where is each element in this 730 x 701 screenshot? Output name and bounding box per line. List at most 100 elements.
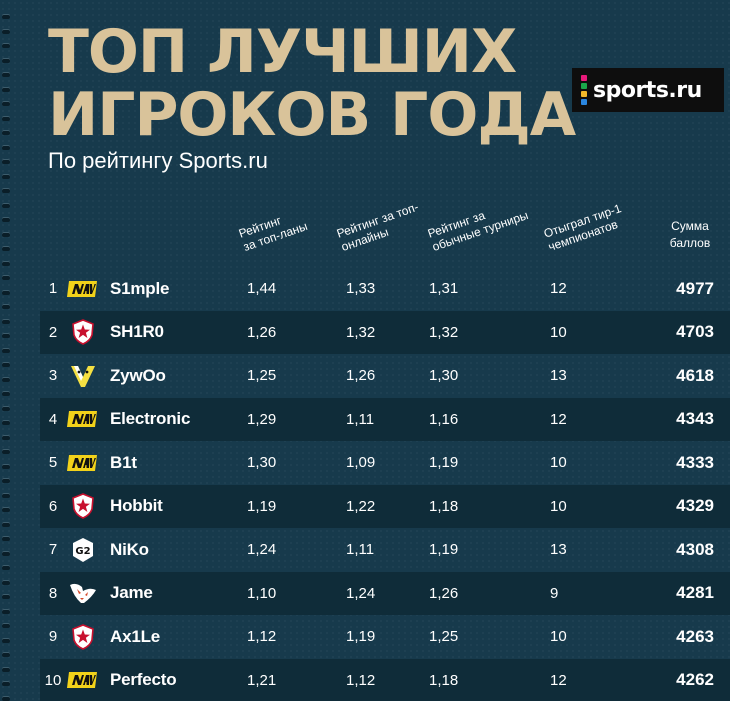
rating-top-online: 1,33: [346, 280, 376, 298]
tier1-played: 12: [550, 280, 567, 298]
tier1-played: 13: [550, 541, 567, 559]
table-row: 5 B1t 1,30 1,09 1,19 10 4333: [40, 441, 730, 485]
gambit-logo-icon: [67, 311, 99, 355]
tier1-played: 10: [550, 628, 567, 646]
rating-regular: 1,26: [429, 584, 459, 602]
table-row: 8 Jame 1,10 1,24 1,26 9 4281: [40, 571, 730, 616]
table-row: 7 G2 NiKo 1,24 1,11 1,19 13 4308: [40, 528, 730, 572]
total-points: 4618: [676, 365, 714, 385]
navi-logo-icon: [67, 441, 99, 485]
rating-top-lan: 1,25: [247, 367, 277, 385]
header-rating-top-lan: Рейтинг за топ-ланы: [236, 213, 310, 254]
header-rating-top-online: Рейтинг за топ- онлайны: [334, 199, 421, 254]
player-name: NiKo: [110, 539, 149, 559]
tier1-played: 10: [550, 497, 567, 515]
rank: 10: [44, 671, 62, 689]
table-row: 4 Electronic 1,29 1,11 1,16 12 4343: [40, 397, 730, 442]
rating-regular: 1,19: [429, 454, 459, 472]
rating-top-lan: 1,30: [247, 454, 277, 472]
rating-regular: 1,16: [429, 410, 459, 428]
rating-top-online: 1,11: [346, 541, 375, 559]
total-points: 4977: [676, 278, 714, 298]
player-name: S1mple: [110, 278, 170, 298]
title-line-2: ИГРОКОВ ГОДА: [48, 80, 576, 150]
rating-top-online: 1,12: [346, 671, 376, 689]
tier1-played: 10: [550, 454, 567, 472]
gambit-logo-icon: [67, 485, 99, 529]
logo-text: sports.ru: [593, 77, 702, 103]
navi-logo-icon: [67, 398, 99, 442]
table-row: 3 ZywOo 1,25 1,26 1,30 13 4618: [40, 354, 730, 398]
player-name: Electronic: [110, 409, 191, 429]
notebook-spiral: [0, 0, 12, 701]
header-rating-regular: Рейтинг за обычные турниры: [425, 208, 531, 254]
logo-dots-icon: [581, 75, 587, 105]
rating-top-lan: 1,10: [247, 584, 277, 602]
navi-logo-icon: [67, 267, 99, 311]
rating-top-lan: 1,26: [247, 323, 277, 341]
rating-top-online: 1,11: [346, 410, 375, 428]
gambit-logo-icon: [67, 615, 99, 659]
total-points: 4343: [676, 409, 714, 429]
table-row: 2 SH1R0 1,26 1,32 1,32 10 4703: [40, 310, 730, 355]
table-row: 10 Perfecto 1,21 1,12 1,18 12 4262: [40, 658, 730, 701]
rating-regular: 1,18: [429, 671, 459, 689]
rank: 5: [48, 454, 58, 472]
table-row: 1 S1mple 1,44 1,33 1,31 12 4977: [40, 267, 730, 311]
player-name: SH1R0: [110, 322, 164, 342]
title-line-1: ТОП ЛУЧШИХ: [48, 17, 517, 87]
player-name: Ax1Le: [110, 626, 161, 646]
total-points: 4329: [676, 496, 714, 516]
tier1-played: 13: [550, 367, 567, 385]
rating-regular: 1,32: [429, 323, 459, 341]
tier1-played: 12: [550, 410, 567, 428]
rank: 2: [48, 323, 58, 341]
header-total: Сумма баллов: [669, 219, 711, 250]
rating-top-online: 1,32: [346, 323, 376, 341]
svg-text:G2: G2: [75, 546, 90, 557]
table-row: 9 Ax1Le 1,12 1,19 1,25 10 4263: [40, 615, 730, 659]
tier1-played: 12: [550, 671, 567, 689]
navi-logo-icon: [67, 659, 99, 701]
vitality-logo-icon: [67, 354, 99, 398]
tier1-played: 10: [550, 323, 567, 341]
player-name: ZywOo: [110, 365, 166, 385]
rating-top-online: 1,24: [346, 584, 376, 602]
sports-ru-logo: sports.ru: [572, 68, 724, 112]
rating-top-lan: 1,29: [247, 410, 277, 428]
total-points: 4308: [676, 539, 714, 559]
total-points: 4703: [676, 322, 714, 342]
rank: 8: [48, 584, 58, 602]
header-tier1-played: Отыграл тир-1 чемпионатов: [541, 201, 624, 254]
rank: 7: [48, 541, 58, 559]
player-name: Hobbit: [110, 496, 163, 516]
player-name: Jame: [110, 583, 153, 603]
rating-top-lan: 1,21: [247, 671, 277, 689]
tier1-played: 9: [550, 584, 559, 602]
rating-regular: 1,19: [429, 541, 459, 559]
rating-top-online: 1,19: [346, 628, 376, 646]
rating-top-lan: 1,44: [247, 280, 277, 298]
rating-top-lan: 1,19: [247, 497, 277, 515]
rating-regular: 1,18: [429, 497, 459, 515]
rating-top-lan: 1,12: [247, 628, 277, 646]
rating-regular: 1,31: [429, 280, 459, 298]
rank: 9: [48, 628, 58, 646]
subtitle: По рейтингу Sports.ru: [48, 148, 268, 173]
table-row: 6 Hobbit 1,19 1,22 1,18 10 4329: [40, 484, 730, 529]
total-points: 4333: [676, 452, 714, 472]
player-name: B1t: [110, 452, 137, 472]
rating-top-lan: 1,24: [247, 541, 277, 559]
g2-logo-icon: G2: [67, 528, 99, 572]
total-points: 4262: [676, 670, 714, 690]
rating-regular: 1,30: [429, 367, 459, 385]
virtuspro-logo-icon: [67, 572, 99, 616]
rank: 4: [48, 410, 58, 428]
rank: 3: [48, 367, 58, 385]
rank: 1: [48, 280, 58, 298]
rating-top-online: 1,26: [346, 367, 376, 385]
rating-top-online: 1,22: [346, 497, 376, 515]
total-points: 4281: [676, 583, 714, 603]
player-name: Perfecto: [110, 670, 177, 690]
